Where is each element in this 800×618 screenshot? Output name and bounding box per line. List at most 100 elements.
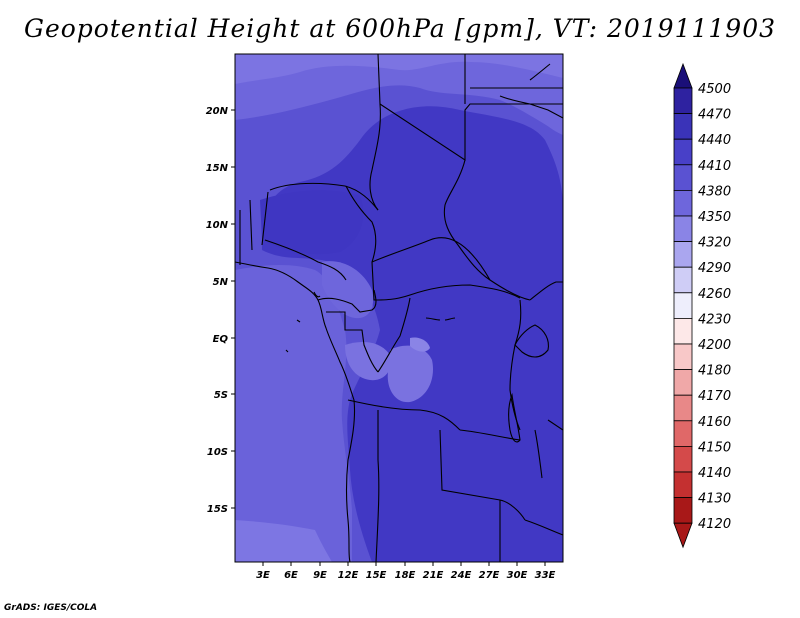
- lat-label: 15S: [207, 504, 228, 515]
- lon-label: 24E: [451, 570, 472, 581]
- map-frame: [234, 53, 564, 563]
- colorbar-segment: [673, 138, 693, 166]
- colorbar-segment: [673, 292, 693, 319]
- border-angola-zambia-west: [375, 410, 380, 562]
- lake-malawi: [534, 429, 543, 479]
- colorbar-segment: [673, 420, 693, 447]
- lon-label: 9E: [313, 570, 327, 581]
- colorbar-segment: [673, 317, 693, 345]
- colorbar-label: 4160: [698, 415, 731, 430]
- lat-labels: 20N 15N 10N 5N EQ 5S 10S 15S: [206, 106, 229, 515]
- colorbar-segment: [673, 497, 693, 524]
- band-4380-west: [235, 265, 352, 562]
- band-4350-north: [235, 54, 563, 84]
- lon-label: 27E: [479, 570, 500, 581]
- colorbar-segment: [673, 266, 693, 294]
- band-4380-cameroon: [322, 261, 374, 319]
- lat-label: 20N: [206, 106, 229, 117]
- border-chad-sudan: [443, 159, 491, 281]
- colorbar-label: 4200: [698, 338, 731, 353]
- colorbar-label: 4440: [698, 133, 731, 148]
- border-chad-west: [345, 185, 377, 263]
- colorbar-label: 4470: [698, 108, 731, 123]
- colorbar-label: 4150: [698, 440, 731, 455]
- lat-label: 15N: [206, 163, 229, 174]
- band-4350-southwest: [235, 520, 332, 562]
- colorbar-segment: [673, 369, 693, 396]
- border-niger-nigeria: [269, 182, 379, 211]
- border-togo: [249, 199, 253, 251]
- colorbar-segment: [673, 113, 693, 140]
- lake-tanganyika: [508, 392, 521, 443]
- lat-label: 5N: [213, 277, 229, 288]
- border-chad-libya: [379, 103, 563, 162]
- grads-credit: GrADS: IGES/COLA: [4, 603, 98, 613]
- coast-red-sea: [529, 63, 551, 81]
- border-niger-chad: [369, 54, 381, 211]
- river-congo-b: [444, 317, 456, 321]
- lon-label: 12E: [338, 570, 359, 581]
- border-northeast: [499, 95, 563, 119]
- colorbar-label: 4290: [698, 261, 731, 276]
- border-nigeria-south: [264, 239, 347, 281]
- border-drc-east: [509, 299, 522, 431]
- colorbar: 4500 4470 4440 4410 4380 4350 4320 4290 4260 4230…: [673, 62, 731, 549]
- colorbar-cap-bottom: [673, 522, 693, 549]
- band-4350-congo: [387, 345, 434, 403]
- colorbar-segment: [673, 394, 693, 422]
- band-4440-nigeria: [260, 190, 364, 255]
- island-sao-tome: [285, 349, 289, 353]
- colorbar-label: 4120: [698, 517, 731, 532]
- colorbar-label: 4260: [698, 287, 731, 302]
- border-congo-drc: [377, 297, 411, 373]
- colorbar-label: 4320: [698, 236, 731, 251]
- lat-label: EQ: [213, 334, 229, 345]
- border-gabon: [326, 311, 379, 373]
- lon-label: 33E: [535, 570, 556, 581]
- coastline-west-africa: [235, 261, 356, 562]
- colorbar-segment: [673, 215, 693, 243]
- lon-label: 3E: [256, 570, 270, 581]
- border-car-south: [371, 261, 521, 301]
- lon-label: 21E: [423, 570, 444, 581]
- colorbar-label: 4380: [698, 184, 731, 199]
- border-south-sudan: [529, 281, 563, 301]
- river-congo-a: [425, 317, 441, 321]
- colorbar-label: 4230: [698, 312, 731, 327]
- lon-labels: 3E 6E 9E 12E 15E 18E 21E 24E 27E 30E 33E: [256, 570, 555, 581]
- colorbar-label: 4350: [698, 210, 731, 225]
- colorbar-label: 4140: [698, 466, 731, 481]
- island-bioko: [296, 319, 301, 323]
- lon-label: 15E: [366, 570, 387, 581]
- lake-victoria: [514, 324, 549, 358]
- lat-label: 10S: [207, 447, 228, 458]
- colorbar-segment: [673, 445, 693, 473]
- band-4380-north: [235, 54, 563, 135]
- coast-tanzania: [547, 419, 563, 431]
- colorbar-label: 4500: [698, 82, 731, 97]
- lat-label: 10N: [206, 220, 229, 231]
- colorbar-cap-top: [673, 62, 693, 89]
- border-car-north: [371, 237, 531, 301]
- border-cameroon-south: [317, 289, 377, 313]
- band-4320-patch: [410, 337, 430, 352]
- border-drc-zambia: [459, 429, 521, 441]
- band-4380-northeast: [520, 88, 563, 135]
- colorbar-segment: [673, 189, 693, 217]
- lon-label: 30E: [507, 570, 528, 581]
- lat-label: 5S: [214, 390, 228, 401]
- band-4350-gabon: [345, 342, 392, 381]
- border-angola-drc: [347, 399, 461, 431]
- coast-cameroon-detail: [313, 291, 321, 298]
- colorbar-segment: [673, 164, 693, 191]
- border-mozambique: [524, 519, 563, 536]
- colorbar-segment: [673, 471, 693, 499]
- colorbar-label: 4180: [698, 364, 731, 379]
- colorbar-label: 4170: [698, 389, 731, 404]
- map-title: Geopotential Height at 600hPa [gpm], VT:…: [23, 14, 777, 43]
- border-benin-nigeria: [261, 191, 269, 246]
- colorbar-label: 4410: [698, 159, 731, 174]
- colorbar-segment: [673, 343, 693, 371]
- lat-ticks: [231, 109, 235, 509]
